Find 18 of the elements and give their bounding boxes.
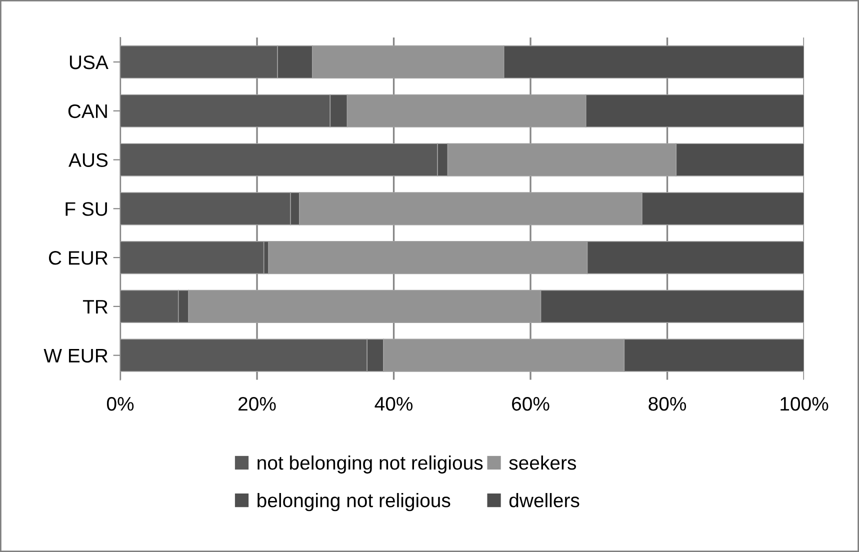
x-tick-label: 20% (238, 396, 276, 411)
y-tick-label: C EUR (48, 251, 108, 265)
y-tick-label: CAN (68, 104, 107, 118)
y-tick-label: TR (82, 300, 108, 314)
y-tick-label: AUS (68, 153, 108, 167)
x-tick-label: 60% (512, 396, 550, 411)
x-tick-label: 80% (648, 396, 686, 411)
x-tick-label: 0% (106, 396, 134, 411)
y-tick-label: F SU (66, 202, 107, 216)
legend-label: not belonging not religious (258, 455, 483, 474)
legend-label: seekers (509, 455, 576, 470)
x-tick-label: 100% (780, 396, 828, 411)
x-tick-label: 40% (374, 396, 413, 411)
legend-label: belonging not religious (258, 493, 450, 512)
legend-label: dwellers (509, 493, 580, 508)
bar (120, 240, 264, 274)
y-tick-label: USA (70, 55, 108, 70)
y-tick-label: W EUR (44, 349, 108, 363)
